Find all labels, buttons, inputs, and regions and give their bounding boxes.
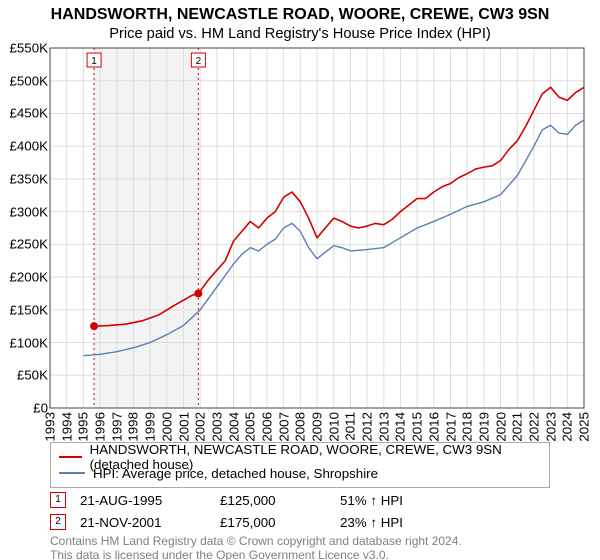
svg-text:1: 1	[91, 56, 97, 67]
legend: HANDSWORTH, NEWCASTLE ROAD, WOORE, CREWE…	[50, 442, 550, 488]
legend-item: HANDSWORTH, NEWCASTLE ROAD, WOORE, CREWE…	[59, 449, 541, 465]
annotation-price: £125,000	[220, 493, 340, 508]
annotation-row: 2 21-NOV-2001 £175,000 23% ↑ HPI	[50, 512, 570, 532]
annotation-date: 21-NOV-2001	[80, 515, 220, 530]
annotation-row: 1 21-AUG-1995 £125,000 51% ↑ HPI	[50, 490, 570, 510]
annotation-date: 21-AUG-1995	[80, 493, 220, 508]
annotation-hpi: 23% ↑ HPI	[340, 515, 570, 530]
license-text: Contains HM Land Registry data © Crown c…	[50, 534, 570, 560]
legend-swatch	[59, 472, 85, 474]
annotation-price: £175,000	[220, 515, 340, 530]
legend-label: HPI: Average price, detached house, Shro…	[93, 466, 378, 481]
license-line: This data is licensed under the Open Gov…	[50, 548, 389, 560]
annotation-badge: 2	[50, 514, 66, 530]
annotation-hpi: 51% ↑ HPI	[340, 493, 570, 508]
annotation-badge: 1	[50, 492, 66, 508]
price-annotations: 1 21-AUG-1995 £125,000 51% ↑ HPI 2 21-NO…	[50, 490, 570, 534]
license-line: Contains HM Land Registry data © Crown c…	[50, 534, 462, 548]
legend-swatch	[59, 456, 82, 458]
svg-text:2: 2	[196, 56, 202, 67]
